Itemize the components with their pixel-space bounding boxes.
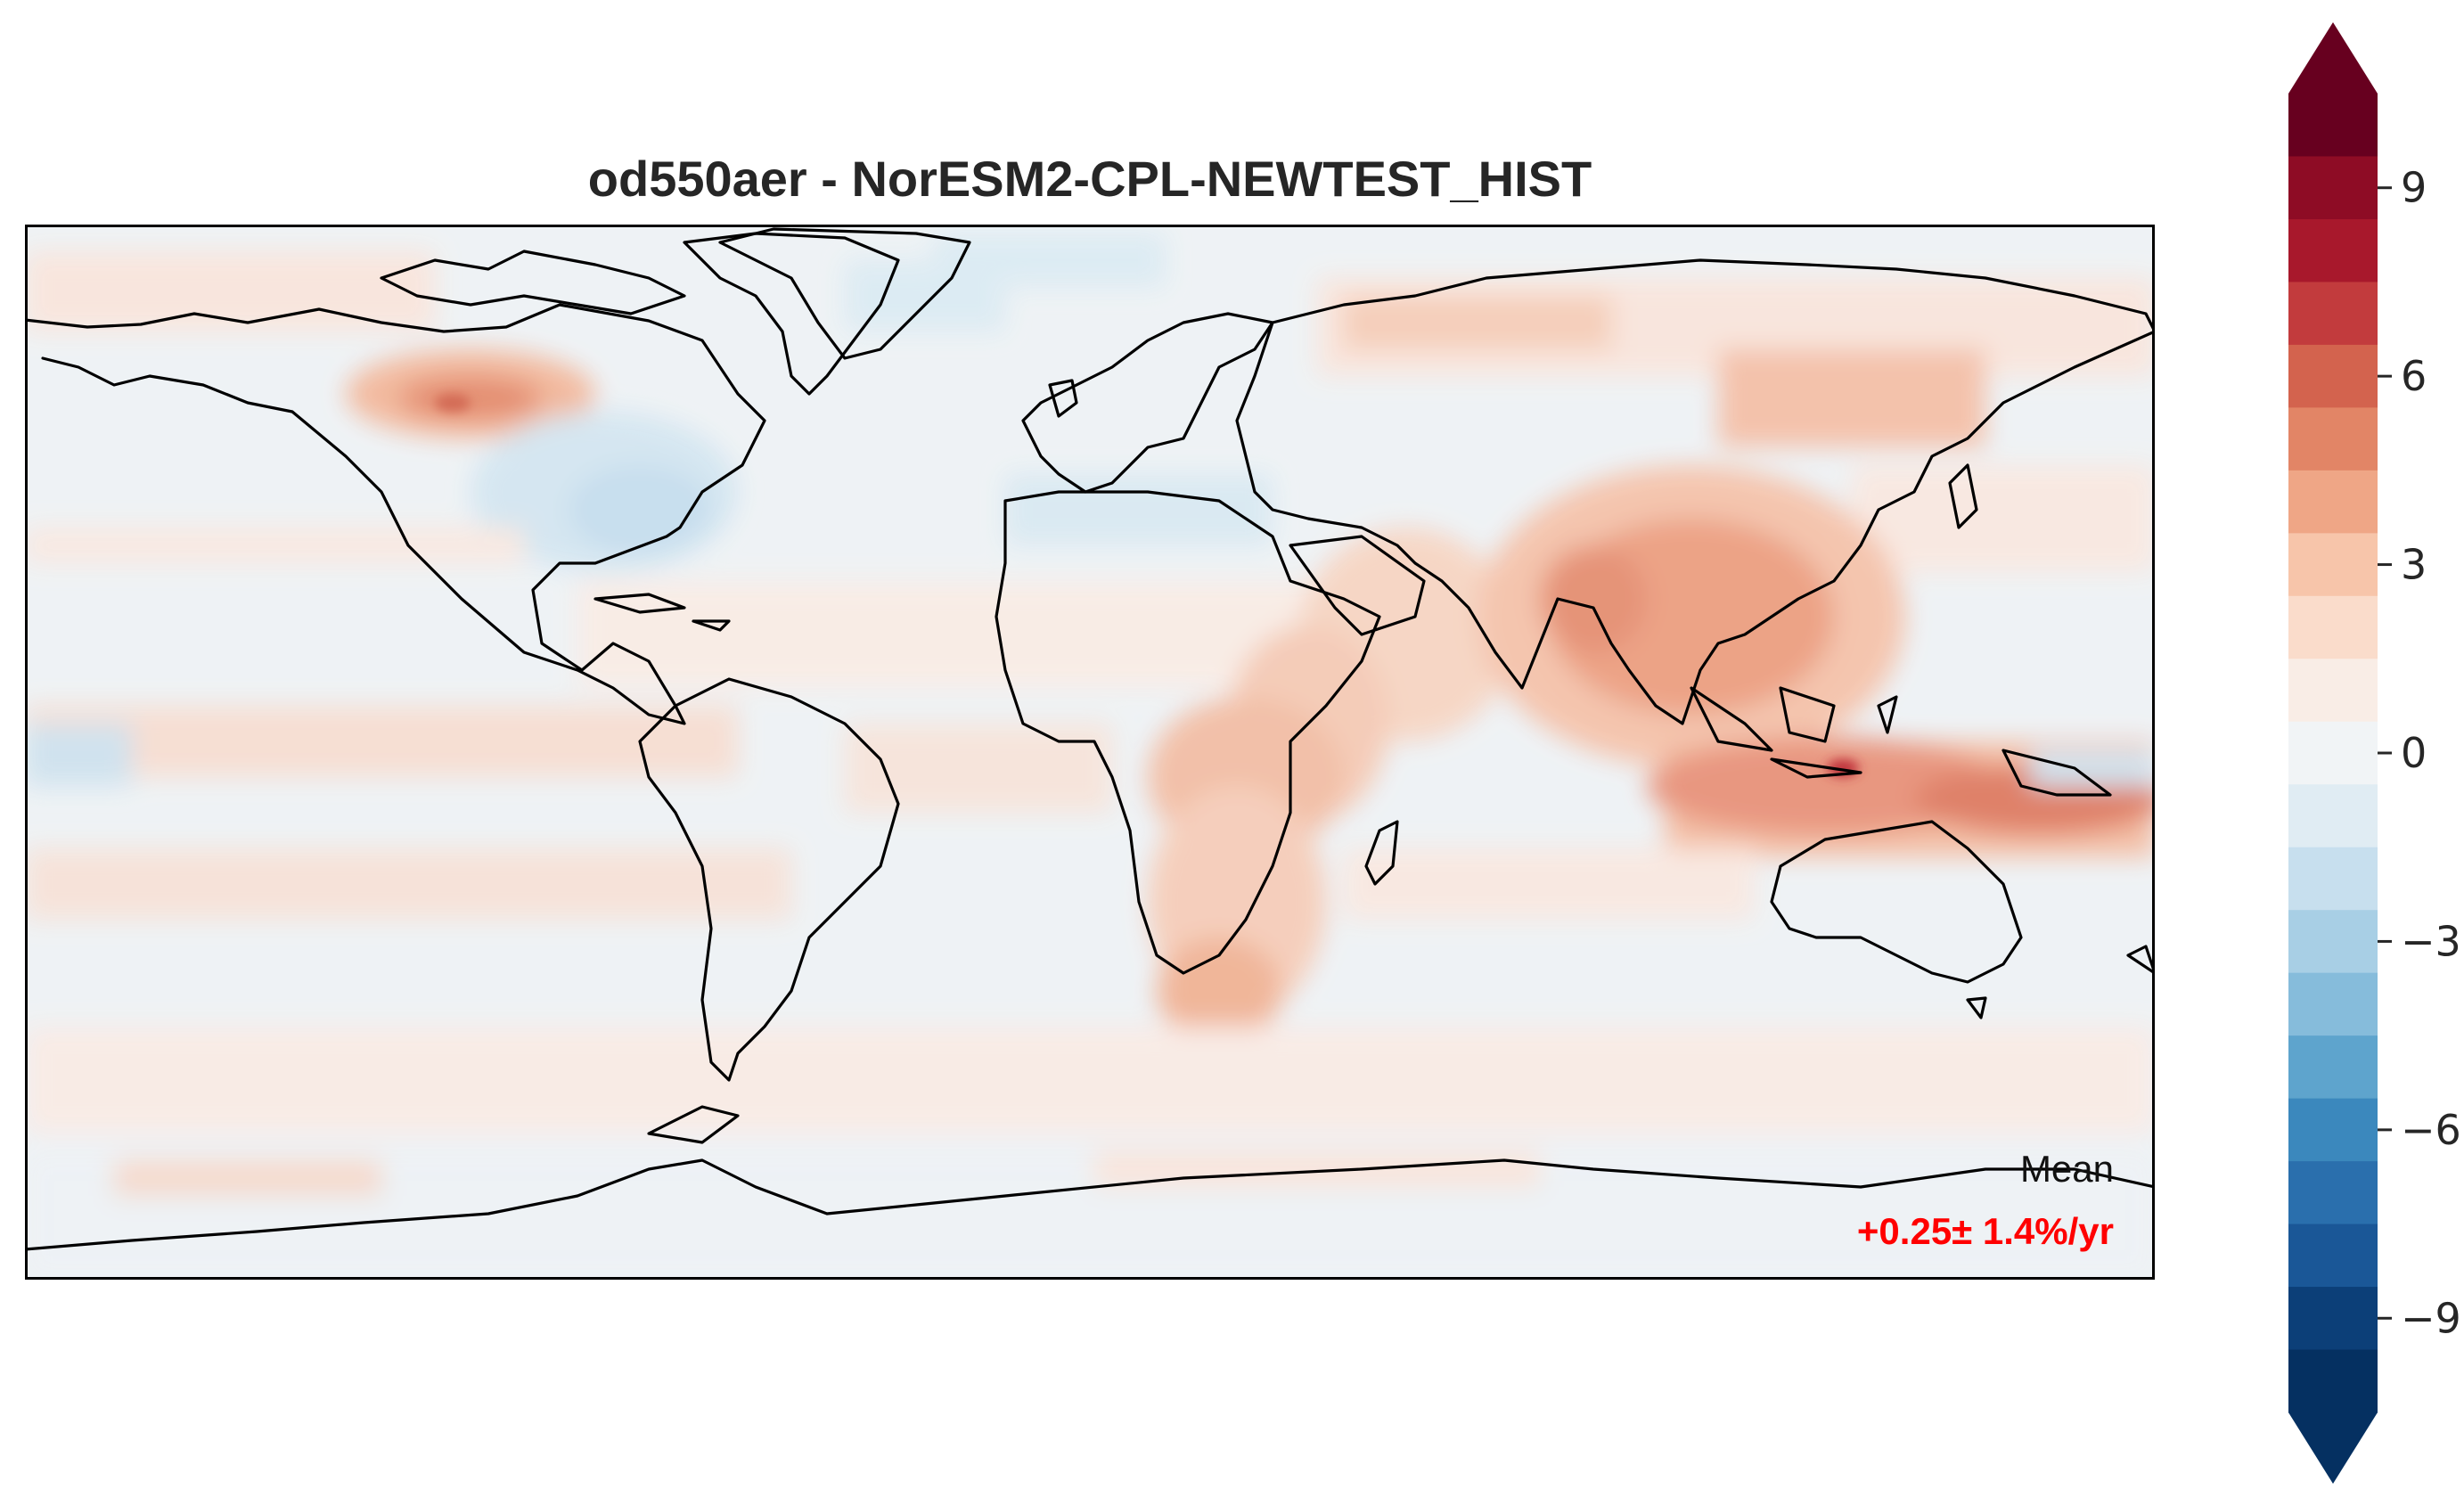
colorbar-band bbox=[2288, 1035, 2378, 1100]
colorbar: 9 6 3 0 −3 −6 −9 bbox=[2288, 22, 2460, 1484]
colorbar-band bbox=[2288, 156, 2378, 220]
colorbar-tick-label: −9 bbox=[2401, 1294, 2460, 1342]
mean-annotation: Mean +0.25± 1.4%/yr bbox=[1757, 1148, 2114, 1255]
colorbar-band bbox=[2288, 218, 2378, 283]
colorbar-band bbox=[2288, 847, 2378, 911]
colorbar-band bbox=[2288, 1349, 2378, 1413]
colorbar-extend-max bbox=[2288, 22, 2378, 94]
mean-value: +0.25± 1.4%/yr bbox=[1856, 1210, 2114, 1252]
map-panel: Mean +0.25± 1.4%/yr bbox=[23, 225, 2157, 1280]
colorbar-tick-label: 9 bbox=[2401, 164, 2427, 212]
colorbar-tick-label: 0 bbox=[2401, 729, 2427, 777]
coastlines bbox=[23, 227, 2157, 1251]
world-map bbox=[23, 225, 2157, 1280]
colorbar-band bbox=[2288, 784, 2378, 848]
colorbar-band bbox=[2288, 94, 2378, 158]
colorbar-band bbox=[2288, 972, 2378, 1036]
colorbar-band bbox=[2288, 910, 2378, 974]
colorbar-band bbox=[2288, 1161, 2378, 1225]
map-title: od550aer - NorESM2-CPL-NEWTEST_HIST bbox=[587, 151, 1592, 207]
colorbar-tick-label: 3 bbox=[2401, 541, 2427, 589]
colorbar-band bbox=[2288, 721, 2378, 785]
mean-label: Mean bbox=[2019, 1148, 2114, 1190]
colorbar-band bbox=[2288, 595, 2378, 659]
colorbar-band bbox=[2288, 470, 2378, 534]
colorbar-band bbox=[2288, 659, 2378, 723]
colorbar-band bbox=[2288, 1287, 2378, 1351]
colorbar-band bbox=[2288, 1224, 2378, 1288]
colorbar-extend-min bbox=[2288, 1412, 2378, 1484]
colorbar-bands bbox=[2288, 94, 2378, 1413]
colorbar-tick-label: −3 bbox=[2401, 917, 2460, 965]
colorbar-band bbox=[2288, 282, 2378, 346]
colorbar-band bbox=[2288, 407, 2378, 471]
colorbar-band bbox=[2288, 533, 2378, 597]
map-border bbox=[25, 225, 2155, 1280]
colorbar-tick-label: −6 bbox=[2401, 1106, 2460, 1154]
colorbar-band bbox=[2288, 1098, 2378, 1162]
colorbar-ticks: 9 6 3 0 −3 −6 −9 bbox=[2378, 164, 2460, 1342]
colorbar-tick-label: 6 bbox=[2401, 352, 2427, 400]
colorbar-band bbox=[2288, 344, 2378, 408]
